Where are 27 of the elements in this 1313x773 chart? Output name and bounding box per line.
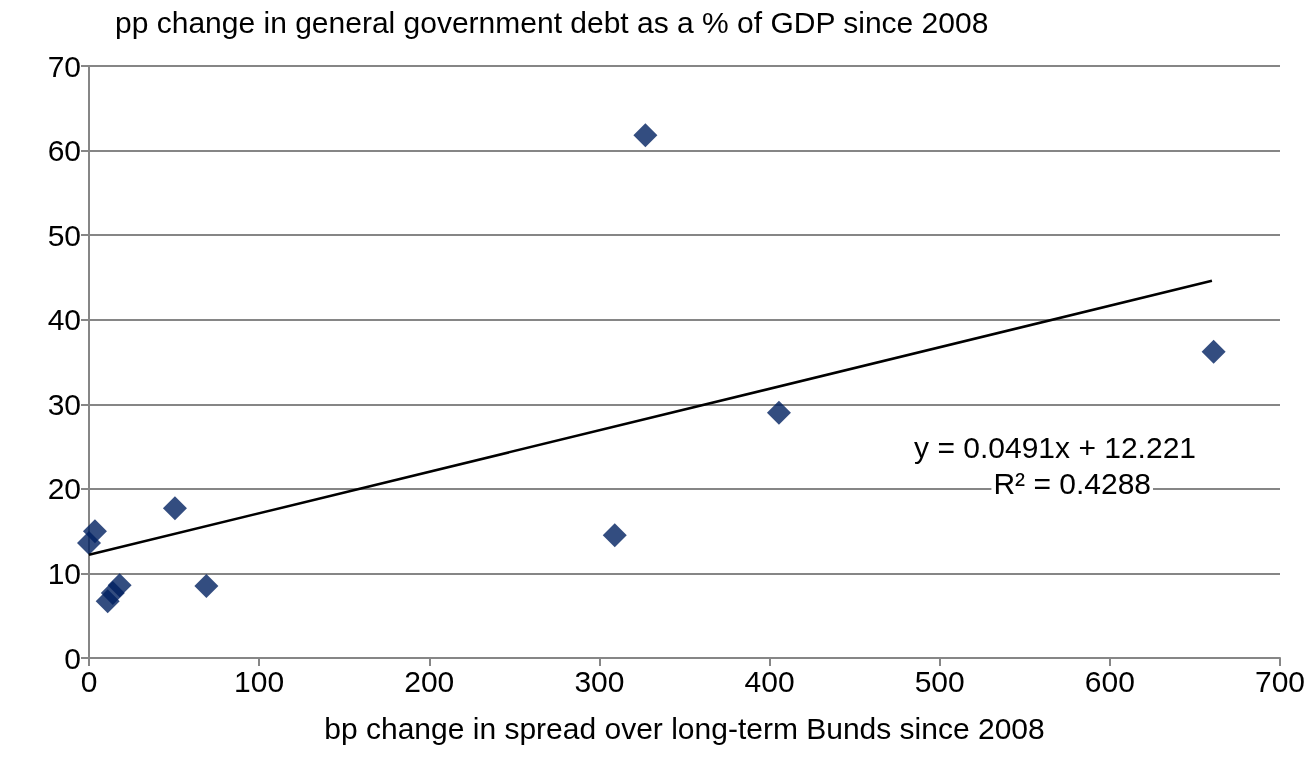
x-tick-label: 200 (404, 664, 455, 698)
x-tick-label: 600 (1084, 664, 1135, 698)
x-axis-title: bp change in spread over long-term Bunds since 2008 (324, 711, 1045, 745)
point (1201, 339, 1226, 364)
x-tick-label: 300 (574, 664, 625, 698)
point (766, 400, 791, 425)
y-tick-label: 20 (47, 472, 81, 506)
y-tick-label: 50 (47, 218, 81, 252)
point (194, 574, 219, 599)
point (602, 523, 627, 548)
annotation: y = 0.0491x + 12.221 (914, 430, 1197, 464)
x-tick-label: 500 (914, 664, 965, 698)
y-tick-label: 10 (47, 556, 81, 590)
point (82, 519, 107, 544)
chart-title: pp change in general government debt as a % of GDP since 2008 (115, 5, 989, 39)
annotation: R² = 0.4288 (993, 466, 1152, 500)
x-tick-label: 700 (1254, 664, 1306, 698)
y-tick-label: 30 (47, 387, 81, 421)
y-tick-label: 0 (64, 641, 81, 675)
x-tick-label: 100 (234, 664, 285, 698)
point (162, 496, 187, 521)
y-tick-label: 70 (47, 49, 81, 83)
y-tick-label: 60 (47, 134, 81, 168)
point (107, 573, 132, 598)
x-tick-label: 400 (744, 664, 795, 698)
y-tick-label: 40 (47, 303, 81, 337)
point (633, 123, 658, 148)
